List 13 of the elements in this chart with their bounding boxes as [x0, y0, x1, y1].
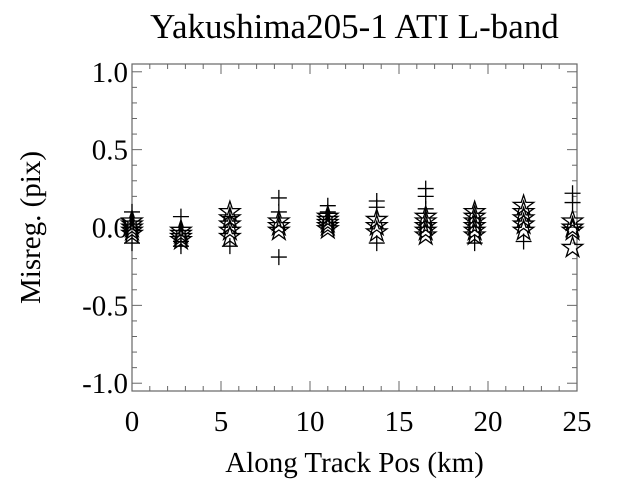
x-tick-label: 5 [214, 406, 228, 438]
y-tick-label: 1.0 [92, 56, 128, 89]
y-tick-label: 0.5 [92, 134, 128, 167]
x-tick-label: 10 [296, 406, 324, 438]
y-tick-label: -0.5 [82, 290, 128, 322]
chart-title: Yakushima205-1 ATI L-band [150, 7, 560, 46]
x-tick-label: 15 [384, 406, 414, 438]
y-axis-title: Misreg. (pix) [15, 150, 47, 304]
x-tick-label: 20 [474, 406, 502, 438]
x-tick-label: 0 [124, 406, 140, 438]
y-tick-label: -1.0 [82, 368, 128, 400]
x-tick-label: 25 [562, 406, 592, 438]
x-axis-title: Along Track Pos (km) [225, 447, 484, 479]
